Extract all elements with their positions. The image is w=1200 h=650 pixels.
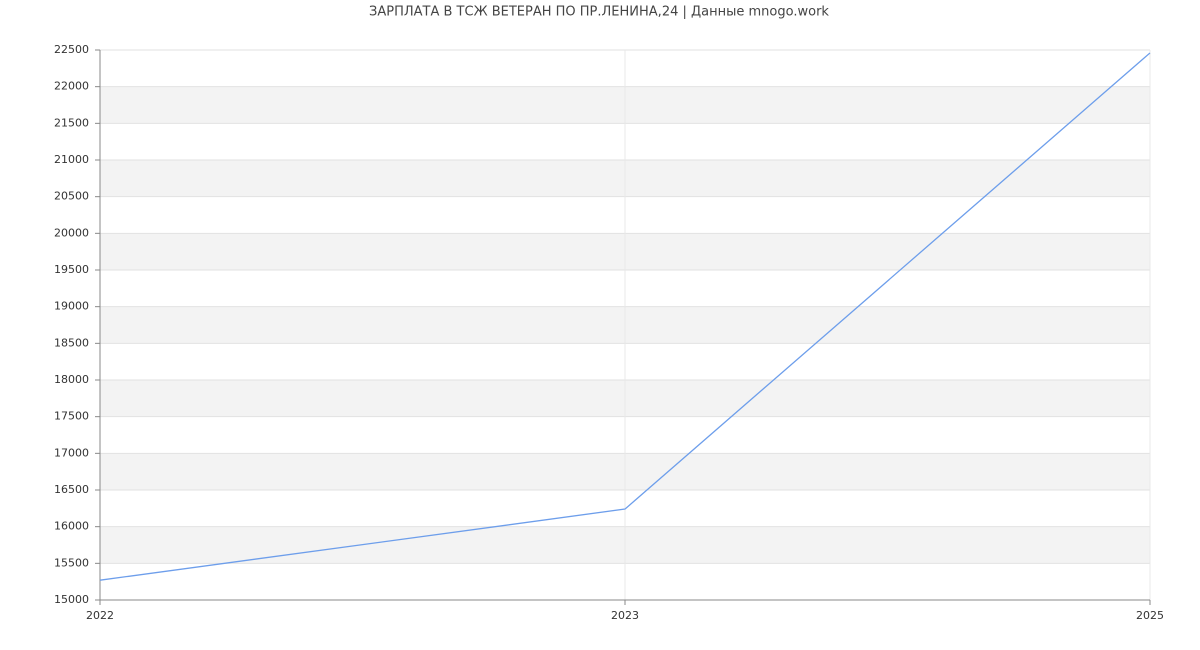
x-tick-label: 2022 bbox=[86, 609, 114, 622]
y-tick-label: 18500 bbox=[54, 336, 89, 349]
y-tick-label: 21000 bbox=[54, 153, 89, 166]
y-tick-label: 18000 bbox=[54, 373, 89, 386]
y-tick-label: 16000 bbox=[54, 520, 89, 533]
line-series bbox=[99, 52, 1151, 581]
x-tick-label: 2023 bbox=[611, 609, 639, 622]
y-tick-label: 17500 bbox=[54, 410, 89, 423]
y-tick-label: 19500 bbox=[54, 263, 89, 276]
chart-title: ЗАРПЛАТА В ТСЖ ВЕТЕРАН ПО ПР.ЛЕНИНА,24 |… bbox=[369, 5, 829, 20]
x-tick-label: 2025 bbox=[1136, 609, 1164, 622]
y-tick-label: 17000 bbox=[54, 446, 89, 459]
y-tick-label: 15000 bbox=[54, 593, 89, 606]
y-tick-label: 20500 bbox=[54, 190, 89, 203]
y-tick-label: 15500 bbox=[54, 556, 89, 569]
y-tick-label: 22000 bbox=[54, 80, 89, 93]
y-tick-label: 20000 bbox=[54, 226, 89, 239]
y-tick-label: 16500 bbox=[54, 483, 89, 496]
y-tick-label: 22500 bbox=[54, 43, 89, 56]
y-tick-label: 21500 bbox=[54, 116, 89, 129]
y-tick-label: 19000 bbox=[54, 300, 89, 313]
